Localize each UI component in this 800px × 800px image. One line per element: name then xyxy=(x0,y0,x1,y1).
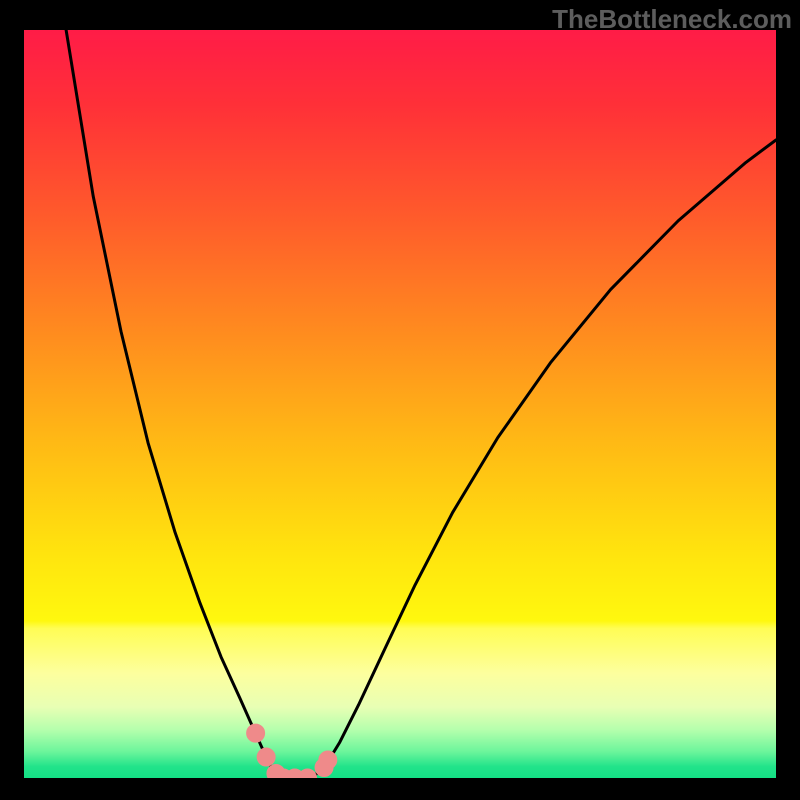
stage: TheBottleneck.com xyxy=(0,0,800,800)
marker-point xyxy=(257,748,275,766)
plot-area xyxy=(24,30,776,778)
gradient-background xyxy=(24,30,776,778)
watermark-text: TheBottleneck.com xyxy=(552,4,792,35)
plot-svg xyxy=(24,30,776,778)
marker-point xyxy=(319,751,337,769)
marker-point xyxy=(247,724,265,742)
